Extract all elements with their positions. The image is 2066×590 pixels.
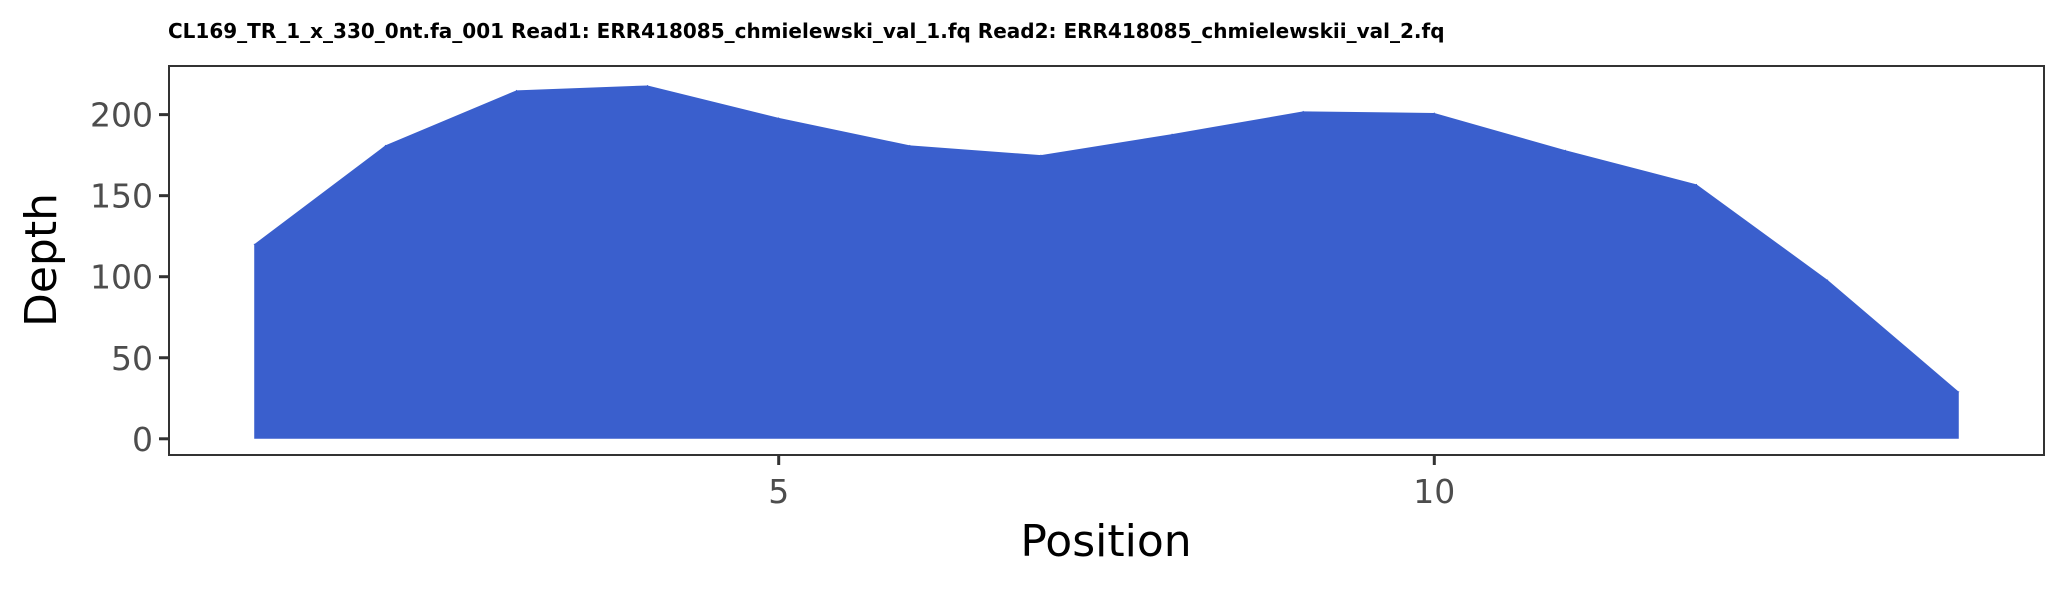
chart-title: CL169_TR_1_x_330_0nt.fa_001 Read1: ERR41… xyxy=(168,19,1445,43)
data-point-6 xyxy=(909,144,911,146)
data-point-layer xyxy=(253,84,1960,393)
data-point-14 xyxy=(1958,391,1960,393)
data-point-5 xyxy=(778,117,780,119)
data-point-12 xyxy=(1696,183,1698,185)
y-tick-label: 50 xyxy=(111,339,153,378)
x-axis-label: Position xyxy=(1020,516,1191,567)
x-tick-label: 5 xyxy=(768,472,789,511)
y-tick-label: 100 xyxy=(90,258,153,297)
y-tick-label: 0 xyxy=(132,420,153,459)
y-axis: 0 50 100 150 200 xyxy=(90,96,169,459)
y-axis-label: Depth xyxy=(16,193,67,327)
x-axis: 5 10 xyxy=(768,455,1455,511)
plot-panel-border xyxy=(168,65,2045,456)
data-point-1 xyxy=(253,243,255,245)
data-point-2 xyxy=(384,144,386,146)
depth-area xyxy=(254,85,1959,439)
y-tick-label: 200 xyxy=(90,96,153,135)
x-tick-label: 10 xyxy=(1413,472,1455,511)
data-point-9 xyxy=(1302,110,1304,112)
y-tick-label: 150 xyxy=(90,177,153,216)
data-point-13 xyxy=(1827,279,1829,281)
area-layer xyxy=(254,85,1959,439)
data-point-10 xyxy=(1433,112,1435,114)
data-point-4 xyxy=(647,84,649,86)
data-point-8 xyxy=(1171,133,1173,135)
data-point-3 xyxy=(515,89,517,91)
data-point-11 xyxy=(1564,149,1566,151)
data-point-7 xyxy=(1040,154,1042,156)
